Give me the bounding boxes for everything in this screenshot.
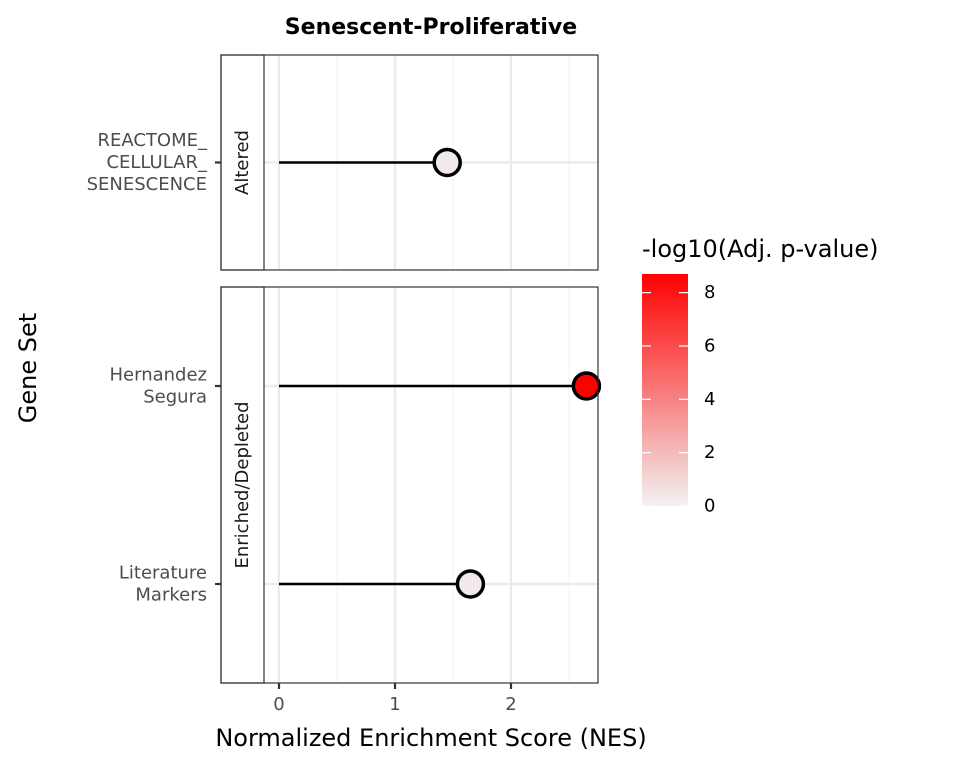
panels: Altered REACTOME_CELLULAR_SENESCENCE Enric… [87,54,602,684]
y-tick-label: Hernandez [110,365,208,386]
legend-title: -log10(Adj. p-value) [642,235,878,263]
chart-title: Senescent-Proliferative [285,15,577,40]
panel-1: Altered REACTOME_CELLULAR_SENESCENCE [87,54,599,271]
x-axis-title: Normalized Enrichment Score (NES) [215,724,646,752]
x-tick-label: 1 [389,694,400,715]
x-tick-label: 2 [505,694,516,715]
lollipop-point [455,569,486,599]
y-tick-label: CELLULAR_ [106,152,208,173]
lollipop-point [571,371,602,401]
legend: -log10(Adj. p-value) 0 2 4 6 8 [642,235,878,517]
y-tick-label: REACTOME_ [97,130,208,151]
legend-tick-label: 2 [704,442,715,463]
facet-strip-label: Enriched/Depleted [232,401,253,568]
lollipop-point [432,147,462,178]
y-tick-label: SENESCENCE [87,174,207,195]
legend-ticks: 0 2 4 6 8 [642,282,715,517]
legend-colorbar [642,274,688,506]
legend-tick-label: 6 [704,336,715,357]
legend-tick-label: 4 [704,389,715,410]
y-tick-label: Segura [143,387,207,408]
panel-background [221,287,598,683]
x-axis: 0 1 2 [273,683,517,715]
legend-tick-label: 0 [704,496,715,517]
panel-border [220,54,599,271]
x-tick-label: 0 [273,694,284,715]
y-axis-title: Gene Set [14,313,42,423]
facet-strip-label: Altered [232,130,253,195]
y-tick-label: Literature [119,563,207,584]
y-tick-label: Markers [135,585,207,606]
panel-border [220,286,599,684]
legend-tick-label: 8 [704,282,715,303]
